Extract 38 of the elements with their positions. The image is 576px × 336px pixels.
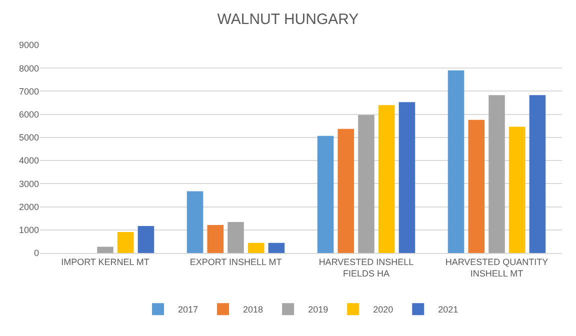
bar <box>186 191 204 253</box>
bar <box>338 128 354 253</box>
y-tick-label: 7000 <box>18 86 39 96</box>
bar <box>117 232 134 253</box>
y-tick-label: 8000 <box>18 63 39 74</box>
x-tick-label: HARVESTED QUANTITY INSHELL MT <box>445 256 548 278</box>
bar <box>317 136 334 253</box>
legend-label: 2021 <box>438 304 458 315</box>
bar <box>207 225 224 253</box>
y-tick-label: 2000 <box>18 202 39 212</box>
y-tick-label: 5000 <box>18 132 39 143</box>
bar <box>228 222 244 253</box>
chart-title: WALNUT HUNGARY <box>217 10 359 28</box>
legend-label: 2018 <box>243 304 264 315</box>
y-tick-label: 1000 <box>18 225 39 236</box>
bar <box>268 242 285 253</box>
y-tick-label: 6000 <box>18 109 39 120</box>
x-tick-label: HARVESTED INSHELL FIELDS HA <box>318 256 414 278</box>
bar <box>508 126 526 253</box>
x-tick-label: EXPORT INSHELL MT <box>190 256 282 267</box>
legend-label: 2020 <box>373 304 394 315</box>
bar <box>448 70 464 253</box>
legend-label: 2017 <box>178 304 198 315</box>
bar <box>248 242 264 253</box>
bar <box>468 120 485 253</box>
bar <box>378 105 395 253</box>
bar <box>97 246 114 253</box>
bar <box>138 226 154 253</box>
y-tick-label: 4000 <box>18 156 39 166</box>
bar <box>358 115 374 253</box>
bar <box>398 102 416 253</box>
bar <box>529 95 546 253</box>
x-tick-label: IMPORT KERNEL MT <box>61 256 150 267</box>
bar <box>488 95 505 253</box>
y-tick-label: 3000 <box>18 178 39 189</box>
y-tick-label: 0 <box>34 248 39 258</box>
y-tick-label: 9000 <box>18 40 39 50</box>
legend-label: 2019 <box>308 304 328 315</box>
